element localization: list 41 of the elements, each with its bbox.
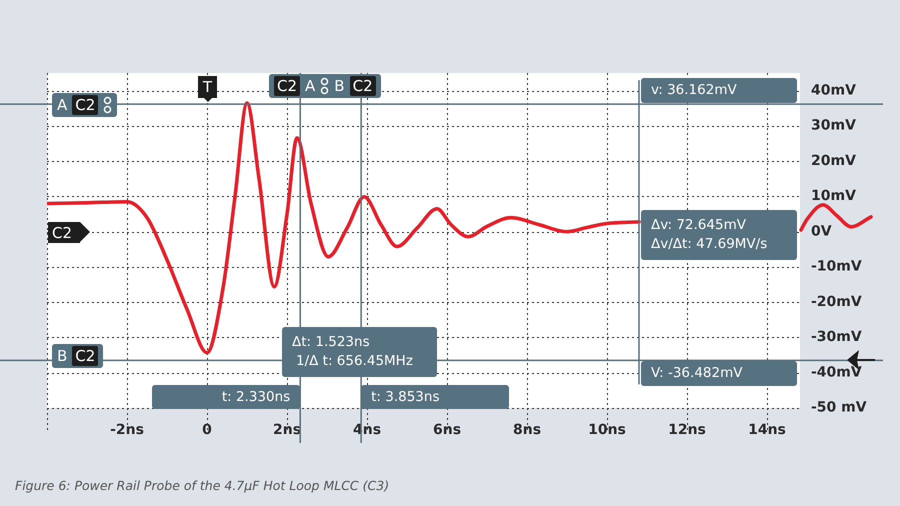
y-tick-label: 0V <box>811 223 832 240</box>
x-tick-label: -2ns <box>110 422 144 438</box>
annotation: C2 <box>72 95 98 115</box>
annotation: B <box>57 347 68 365</box>
x-tick-label: 12ns <box>668 422 706 438</box>
y-tick-label: -40mV <box>811 364 862 380</box>
readout-panel: Δv: 72.645mV Δv/Δt: 47.69MV/s <box>641 210 797 260</box>
x-tick-label: 2ns <box>272 422 302 438</box>
x-tick-label: 14ns <box>748 422 786 438</box>
readout-panel: B C2 <box>52 344 104 368</box>
annotation: 1/Δ t: 656.45MHz <box>295 352 414 371</box>
annotation: T <box>198 76 217 98</box>
readout-panel: Δt: 1.523ns 1/Δ t: 656.45MHz <box>282 327 437 377</box>
y-tick-label: -30mV <box>811 329 862 346</box>
x-tick-label: 8ns <box>512 422 542 438</box>
y-tick-label: -50 mV <box>811 400 867 416</box>
annotation: Δt: 1.523ns <box>292 333 371 352</box>
annotation: Δv: 72.645mV <box>651 216 747 235</box>
readout-panel: t: 2.330ns <box>152 385 300 409</box>
x-tick-label: 6ns <box>432 422 462 438</box>
readout-panel: t: 3.853ns <box>361 385 510 409</box>
annotation: C2 <box>72 346 98 366</box>
annotation: C2 <box>350 76 376 96</box>
annotation: Δv/Δt: 47.69MV/s <box>651 235 768 254</box>
y-tick-label: 30mV <box>811 118 856 134</box>
y-tick-label: 40mV <box>811 82 856 98</box>
x-tick-label: 10ns <box>588 422 626 438</box>
caption: Figure 6: Power Rail Probe of the 4.7μF Hot Loop MLCC (C3) <box>15 478 390 493</box>
y-tick-label: -20mV <box>811 294 862 310</box>
readout-panel: V: -36.482mV <box>641 361 797 386</box>
readout-panel: v: 36.162mV <box>641 78 797 104</box>
annotation: C2 <box>48 222 80 243</box>
annotation: C2 <box>274 76 300 96</box>
y-tick-label: 20mV <box>811 152 856 169</box>
y-tick-label: 10mV <box>811 188 856 204</box>
annotation: B <box>334 77 345 95</box>
y-tick-label: -10mV <box>811 258 862 275</box>
annotation: A <box>305 77 316 95</box>
annotation: A <box>57 96 68 114</box>
readout-panel: A C2 <box>52 93 118 117</box>
x-tick-label: 0 <box>202 422 212 438</box>
